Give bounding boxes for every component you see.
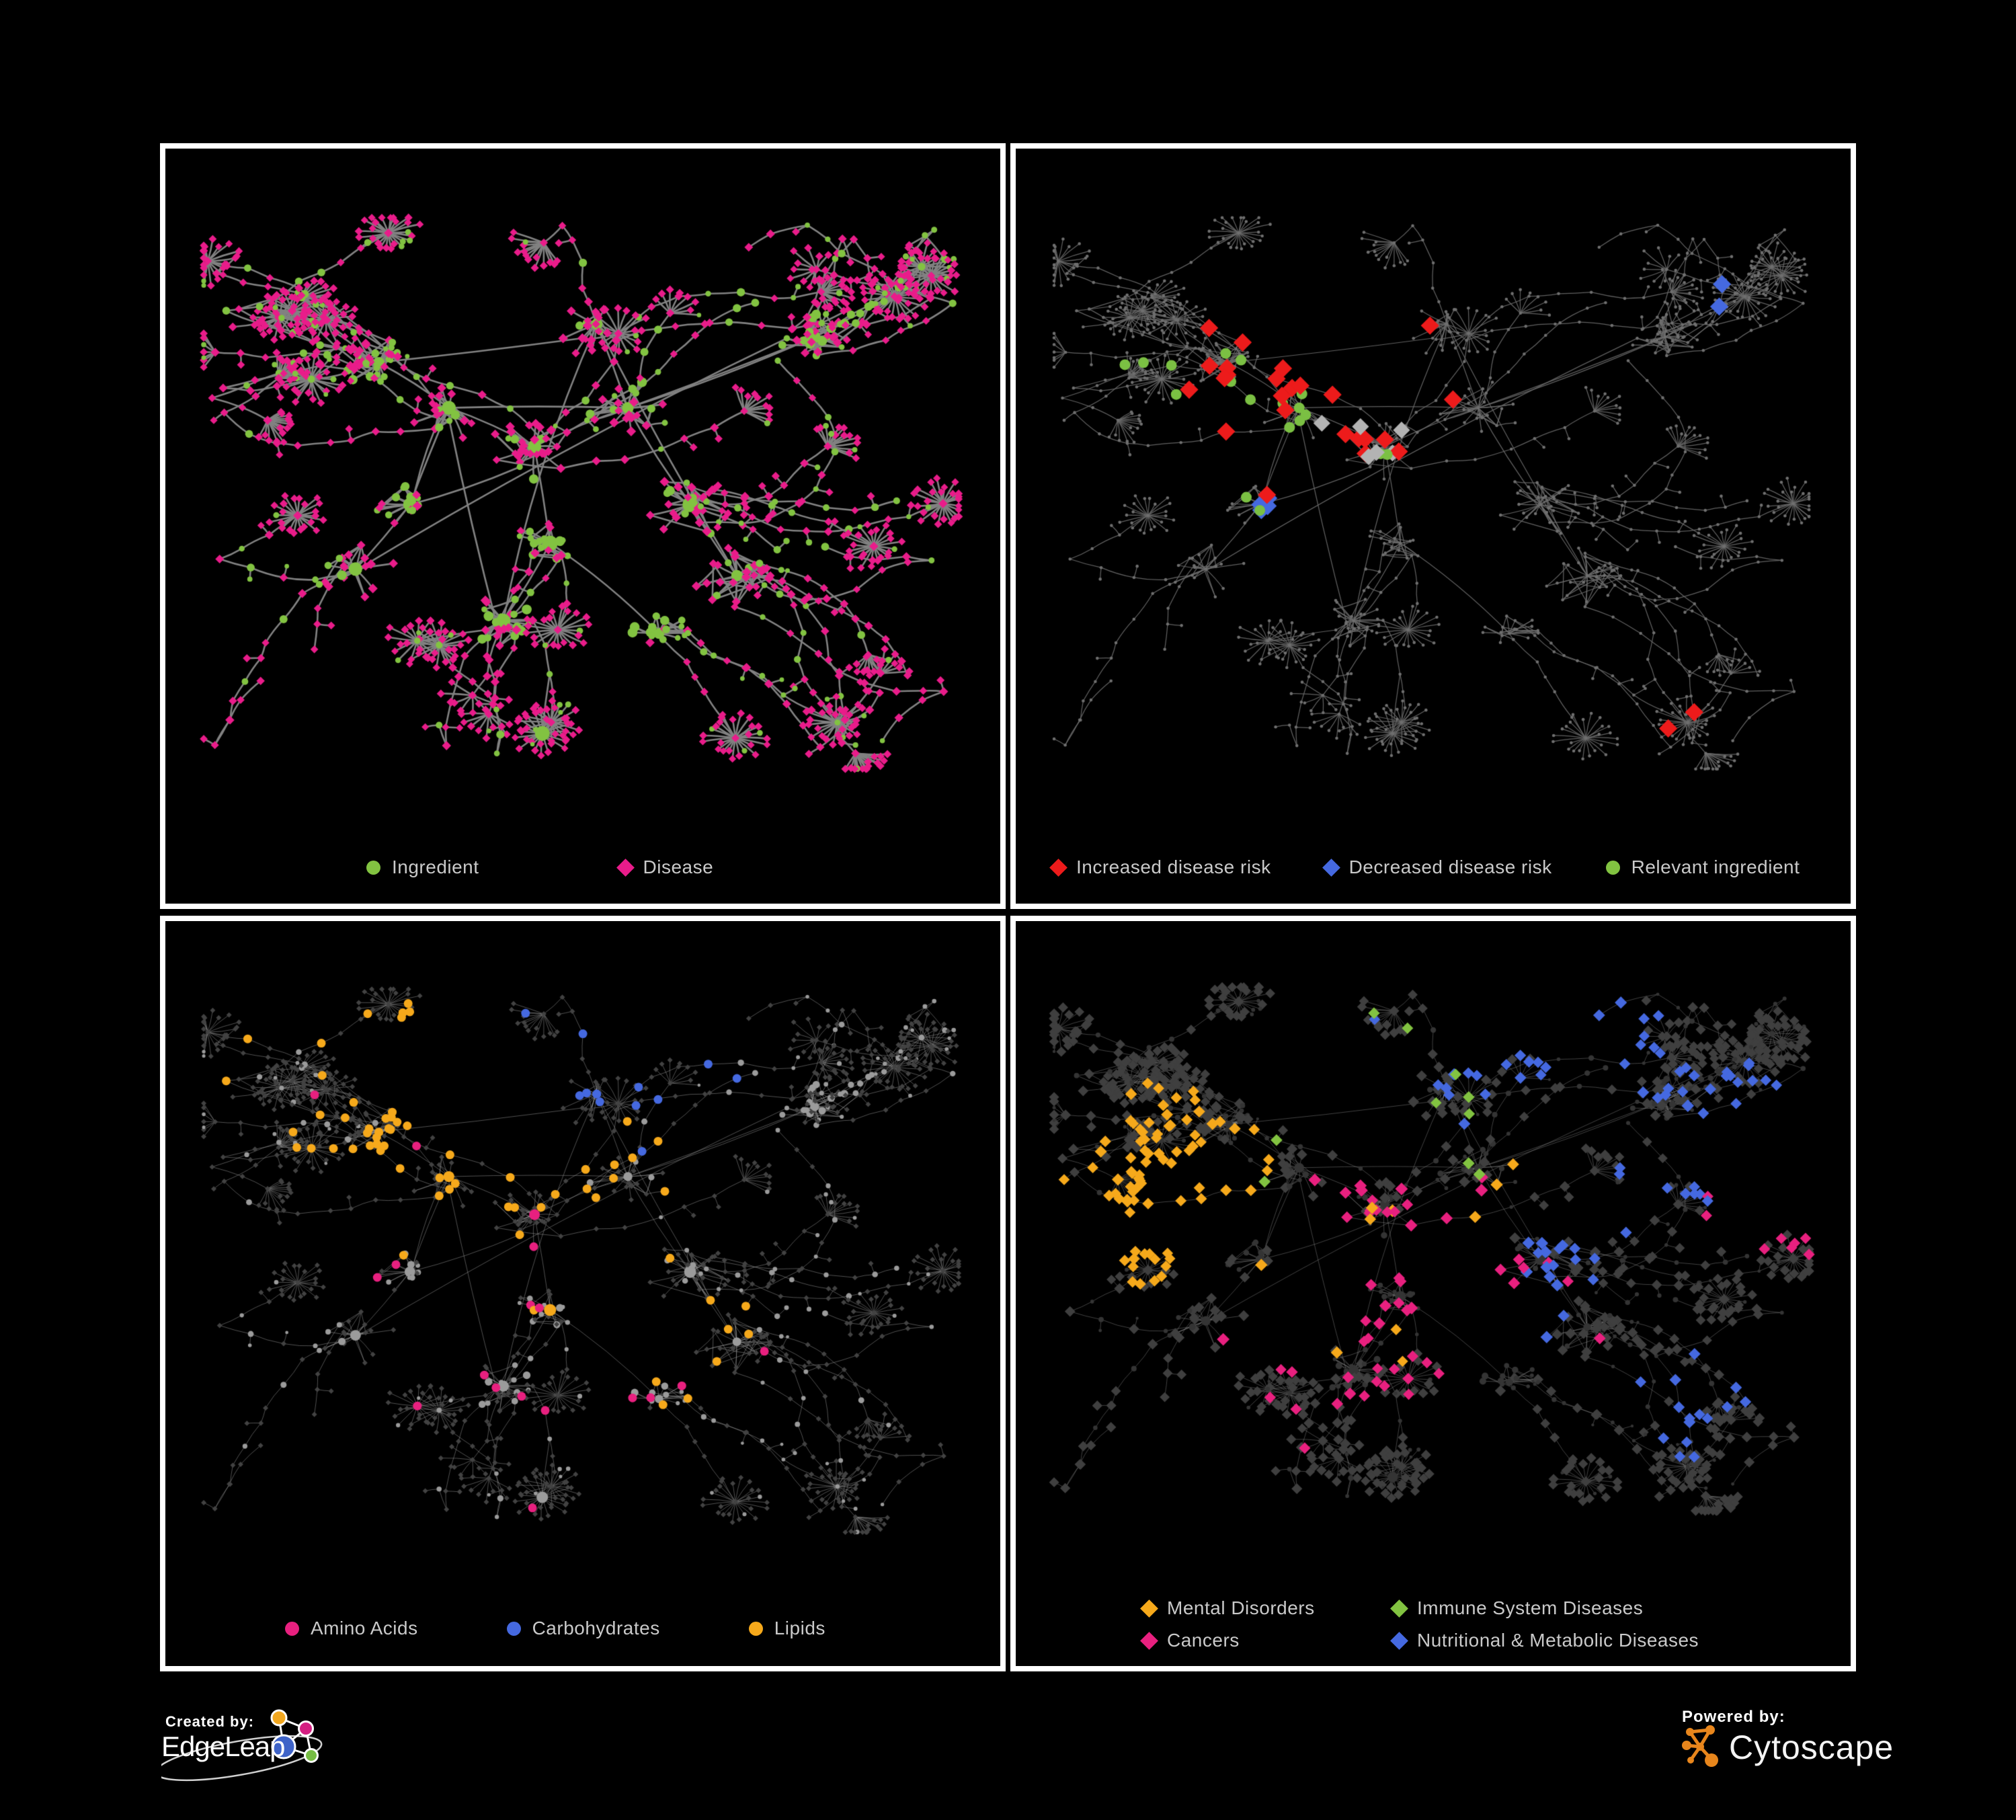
legend-disease-classes: Mental Disorders Immune System Diseases … <box>1140 1597 1699 1651</box>
legend-disease-risk: Increased disease risk Decreased disease… <box>1049 857 1800 878</box>
amino-acids-swatch <box>285 1621 299 1636</box>
cytoscape-logo-icon <box>1682 1725 1718 1767</box>
increased-risk-swatch <box>1049 858 1067 877</box>
legend-item-mental-disorders: Mental Disorders <box>1140 1597 1393 1619</box>
legend-label: Immune System Diseases <box>1417 1597 1644 1618</box>
edgeleap-wordmark: EdgeLeap <box>161 1731 286 1762</box>
legend-label: Carbohydrates <box>532 1618 660 1638</box>
ingredient-swatch <box>366 860 380 875</box>
network-canvas-ingredient-disease <box>165 149 1000 836</box>
carbohydrates-swatch <box>506 1621 521 1636</box>
legend-label: Cancers <box>1167 1630 1240 1651</box>
network-canvas-nutrient-classes <box>165 921 1000 1599</box>
legend-item-increased-risk: Increased disease risk <box>1049 857 1271 878</box>
legend-label: Amino Acids <box>311 1618 418 1638</box>
panel-ingredient-disease: Ingredient Disease <box>160 143 1006 909</box>
edgeleap-node-blue <box>271 1734 296 1759</box>
legend-item-amino-acids: Amino Acids <box>285 1618 418 1639</box>
cancers-swatch <box>1140 1631 1158 1650</box>
lipids-swatch <box>748 1621 763 1636</box>
legend-label: Lipids <box>774 1618 825 1638</box>
legend-label: Relevant ingredient <box>1631 857 1800 877</box>
network-canvas-disease-classes <box>1016 921 1851 1575</box>
legend-item-decreased-risk: Decreased disease risk <box>1322 857 1552 878</box>
nutritional-metabolic-swatch <box>1390 1631 1408 1650</box>
panel-disease-risk: Increased disease risk Decreased disease… <box>1010 143 1856 909</box>
edgeleap-lockup: Created by: EdgeLeap <box>161 1708 484 1820</box>
legend-item-ingredient: Ingredient <box>366 857 479 878</box>
edgeleap-logo-mark <box>161 1709 323 1782</box>
cytoscape-wordmark: Cytoscape <box>1729 1729 1894 1766</box>
decreased-risk-swatch <box>1322 858 1340 877</box>
network-canvas-disease-risk <box>1016 149 1851 836</box>
edgeleap-node-magenta <box>298 1720 314 1737</box>
legend-item-relevant-ingredient: Relevant ingredient <box>1605 857 1800 878</box>
legend-item-immune-system-diseases: Immune System Diseases <box>1390 1597 1699 1619</box>
edgeleap-node-green <box>304 1748 319 1763</box>
powered-by-label: Powered by: <box>1682 1708 1785 1726</box>
legend-ingredient-disease: Ingredient Disease <box>366 857 713 878</box>
cytoscape-lockup: Powered by: <box>1682 1708 1991 1815</box>
legend-label: Decreased disease risk <box>1348 857 1552 877</box>
legend-item-cancers: Cancers <box>1140 1630 1393 1651</box>
legend-label: Nutritional & Metabolic Diseases <box>1417 1630 1699 1651</box>
legend-label: Disease <box>643 857 714 877</box>
legend-item-carbohydrates: Carbohydrates <box>506 1618 660 1639</box>
legend-item-disease: Disease <box>616 857 714 878</box>
legend-label: Increased disease risk <box>1076 857 1271 877</box>
legend-item-lipids: Lipids <box>748 1618 825 1639</box>
mental-disorders-swatch <box>1140 1599 1158 1618</box>
legend-nutrient-classes: Amino Acids Carbohydrates Lipids <box>285 1618 825 1639</box>
relevant-ingredient-swatch <box>1605 860 1620 875</box>
edgeleap-node-orange <box>270 1709 288 1727</box>
panel-nutrient-classes: Amino Acids Carbohydrates Lipids <box>160 916 1006 1671</box>
immune-system-swatch <box>1390 1599 1408 1618</box>
created-by-label: Created by: <box>165 1713 255 1730</box>
legend-label: Mental Disorders <box>1167 1597 1315 1618</box>
disease-swatch <box>616 858 635 877</box>
legend-label: Ingredient <box>392 857 479 877</box>
panel-disease-classes: Mental Disorders Immune System Diseases … <box>1010 916 1856 1671</box>
legend-item-nutritional-metabolic: Nutritional & Metabolic Diseases <box>1390 1630 1699 1651</box>
